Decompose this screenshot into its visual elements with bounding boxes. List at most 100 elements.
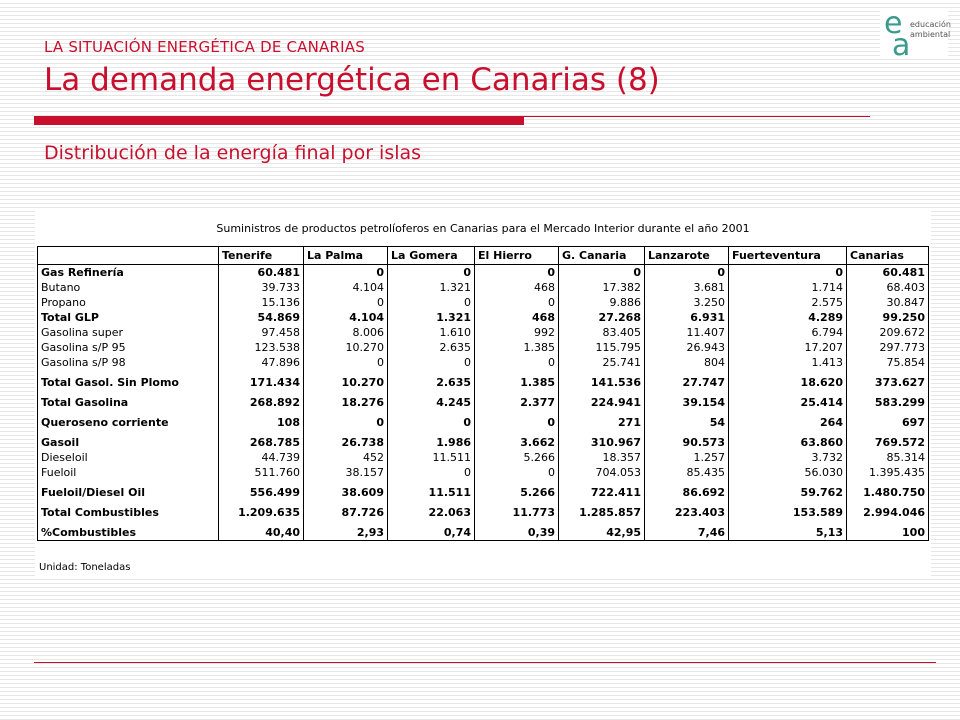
table-cell: 38.609: [303, 480, 388, 500]
row-label: Dieseloil: [37, 450, 219, 465]
row-label: Total Gasolina: [37, 390, 219, 410]
row-label: Gasolina s/P 98: [37, 355, 219, 370]
table-cell: 1.285.857: [558, 500, 645, 520]
row-label: Total Gasol. Sin Plomo: [37, 370, 219, 390]
table-cell: 0: [474, 355, 559, 370]
table-cell: 4.289: [728, 310, 847, 325]
table-cell: 38.157: [303, 465, 388, 480]
table-cell: 3.250: [644, 295, 729, 310]
table-cell: 75.854: [846, 355, 929, 370]
row-label: Total Combustibles: [37, 500, 219, 520]
table-cell: 26.738: [303, 430, 388, 450]
table-cell: 268.785: [218, 430, 304, 450]
table-cell: 108: [218, 410, 304, 430]
table-cell: 992: [474, 325, 559, 340]
column-header: El Hierro: [474, 246, 559, 265]
page-subtitle: Distribución de la energía final por isl…: [44, 142, 422, 164]
row-label: Gasoil: [37, 430, 219, 450]
table-cell: 268.892: [218, 390, 304, 410]
table-cell: 0: [644, 264, 729, 280]
table-cell: 0: [387, 355, 475, 370]
table-cell: 722.411: [558, 480, 645, 500]
table-cell: 1.413: [728, 355, 847, 370]
title-rule-thin: [524, 116, 870, 117]
title-rule-thick: [34, 116, 524, 125]
table-cell: 6.931: [644, 310, 729, 325]
table-cell: 1.209.635: [218, 500, 304, 520]
table-cell: 4.245: [387, 390, 475, 410]
table-cell: 11.511: [387, 450, 475, 465]
table-cell: 60.481: [218, 264, 304, 280]
table-cell: 39.154: [644, 390, 729, 410]
table-cell: 1.321: [387, 310, 475, 325]
column-header: La Gomera: [387, 246, 475, 265]
table-cell: 769.572: [846, 430, 929, 450]
table-cell: 99.250: [846, 310, 929, 325]
table-cell: 87.726: [303, 500, 388, 520]
table-cell: 0,39: [474, 520, 559, 541]
table-row: Gas Refinería 60.481 0 0 0 0 0 0 60.481: [37, 264, 929, 280]
table-cell: 6.794: [728, 325, 847, 340]
table-cell: 18.620: [728, 370, 847, 390]
educacion-ambiental-logo: e a educación ambiental: [880, 6, 951, 63]
table-cell: 47.896: [218, 355, 304, 370]
table-cell: 11.511: [387, 480, 475, 500]
table-cell: 90.573: [644, 430, 729, 450]
table-cell: 224.941: [558, 390, 645, 410]
table-cell: 22.063: [387, 500, 475, 520]
table-cell: 1.257: [644, 450, 729, 465]
table-cell: 0: [728, 264, 847, 280]
table-cell: 297.773: [846, 340, 929, 355]
table-cell: 25.741: [558, 355, 645, 370]
table-row: Total Gasolina 268.892 18.276 4.245 2.377 224…: [37, 390, 929, 410]
page-title: La demanda energética en Canarias (8): [44, 62, 660, 98]
table-row: %Combustibles 40,40 2,93 0,74 0,39 42,95 7,46 5…: [37, 520, 929, 541]
column-header: Fuerteventura: [728, 246, 847, 265]
section-supertitle: LA SITUACIÓN ENERGÉTICA DE CANARIAS: [44, 38, 365, 56]
table-cell: 11.773: [474, 500, 559, 520]
table-cell: 2.575: [728, 295, 847, 310]
row-label: Total GLP: [37, 310, 219, 325]
table-cell: 1.480.750: [846, 480, 929, 500]
table-cell: 697: [846, 410, 929, 430]
table-cell: 0: [387, 295, 475, 310]
table-cell: 5.266: [474, 450, 559, 465]
column-header: G. Canaria: [558, 246, 645, 265]
table-row: Total Gasol. Sin Plomo 171.434 10.270 2.635…: [37, 370, 929, 390]
table-cell: 26.943: [644, 340, 729, 355]
row-label: Fueloil/Diesel Oil: [37, 480, 219, 500]
table-cell: 804: [644, 355, 729, 370]
table-cell: 1.385: [474, 340, 559, 355]
column-header: Canarias: [846, 246, 929, 265]
table-cell: 5.266: [474, 480, 559, 500]
table-cell: 85.314: [846, 450, 929, 465]
logo-text-line1: educación: [910, 20, 951, 29]
table-row: Gasolina s/P 95 123.538 10.270 2.635 1.385 11…: [37, 340, 929, 355]
table-header-row: Tenerife La Palma La Gomera El Hierro G. Can…: [37, 246, 929, 265]
table-cell: 223.403: [644, 500, 729, 520]
unit-note: Unidad: Toneladas: [39, 562, 131, 573]
table-cell: 17.207: [728, 340, 847, 355]
table-cell: 0: [303, 355, 388, 370]
table-cell: 15.136: [218, 295, 304, 310]
table-cell: 10.270: [303, 340, 388, 355]
table-row: Fueloil 511.760 38.157 0 0 704.053 85.435 56.03…: [37, 465, 929, 480]
table-cell: 7,46: [644, 520, 729, 541]
table-row: Butano 39.733 4.104 1.321 468 17.382 3.681 1.71…: [37, 280, 929, 295]
table-cell: 271: [558, 410, 645, 430]
table-cell: 30.847: [846, 295, 929, 310]
table-cell: 0: [387, 465, 475, 480]
column-header: Tenerife: [218, 246, 304, 265]
table-cell: 54: [644, 410, 729, 430]
table-cell: 310.967: [558, 430, 645, 450]
table-cell: 10.270: [303, 370, 388, 390]
footer-rule: [34, 662, 936, 663]
table-row: Dieseloil 44.739 452 11.511 5.266 18.357 1.257…: [37, 450, 929, 465]
table-cell: 468: [474, 310, 559, 325]
table-cell: 123.538: [218, 340, 304, 355]
logo-letter-e: e: [884, 6, 903, 41]
table-cell: 86.692: [644, 480, 729, 500]
row-label: Queroseno corriente: [37, 410, 219, 430]
table-cell: 83.405: [558, 325, 645, 340]
table-cell: 40,40: [218, 520, 304, 541]
